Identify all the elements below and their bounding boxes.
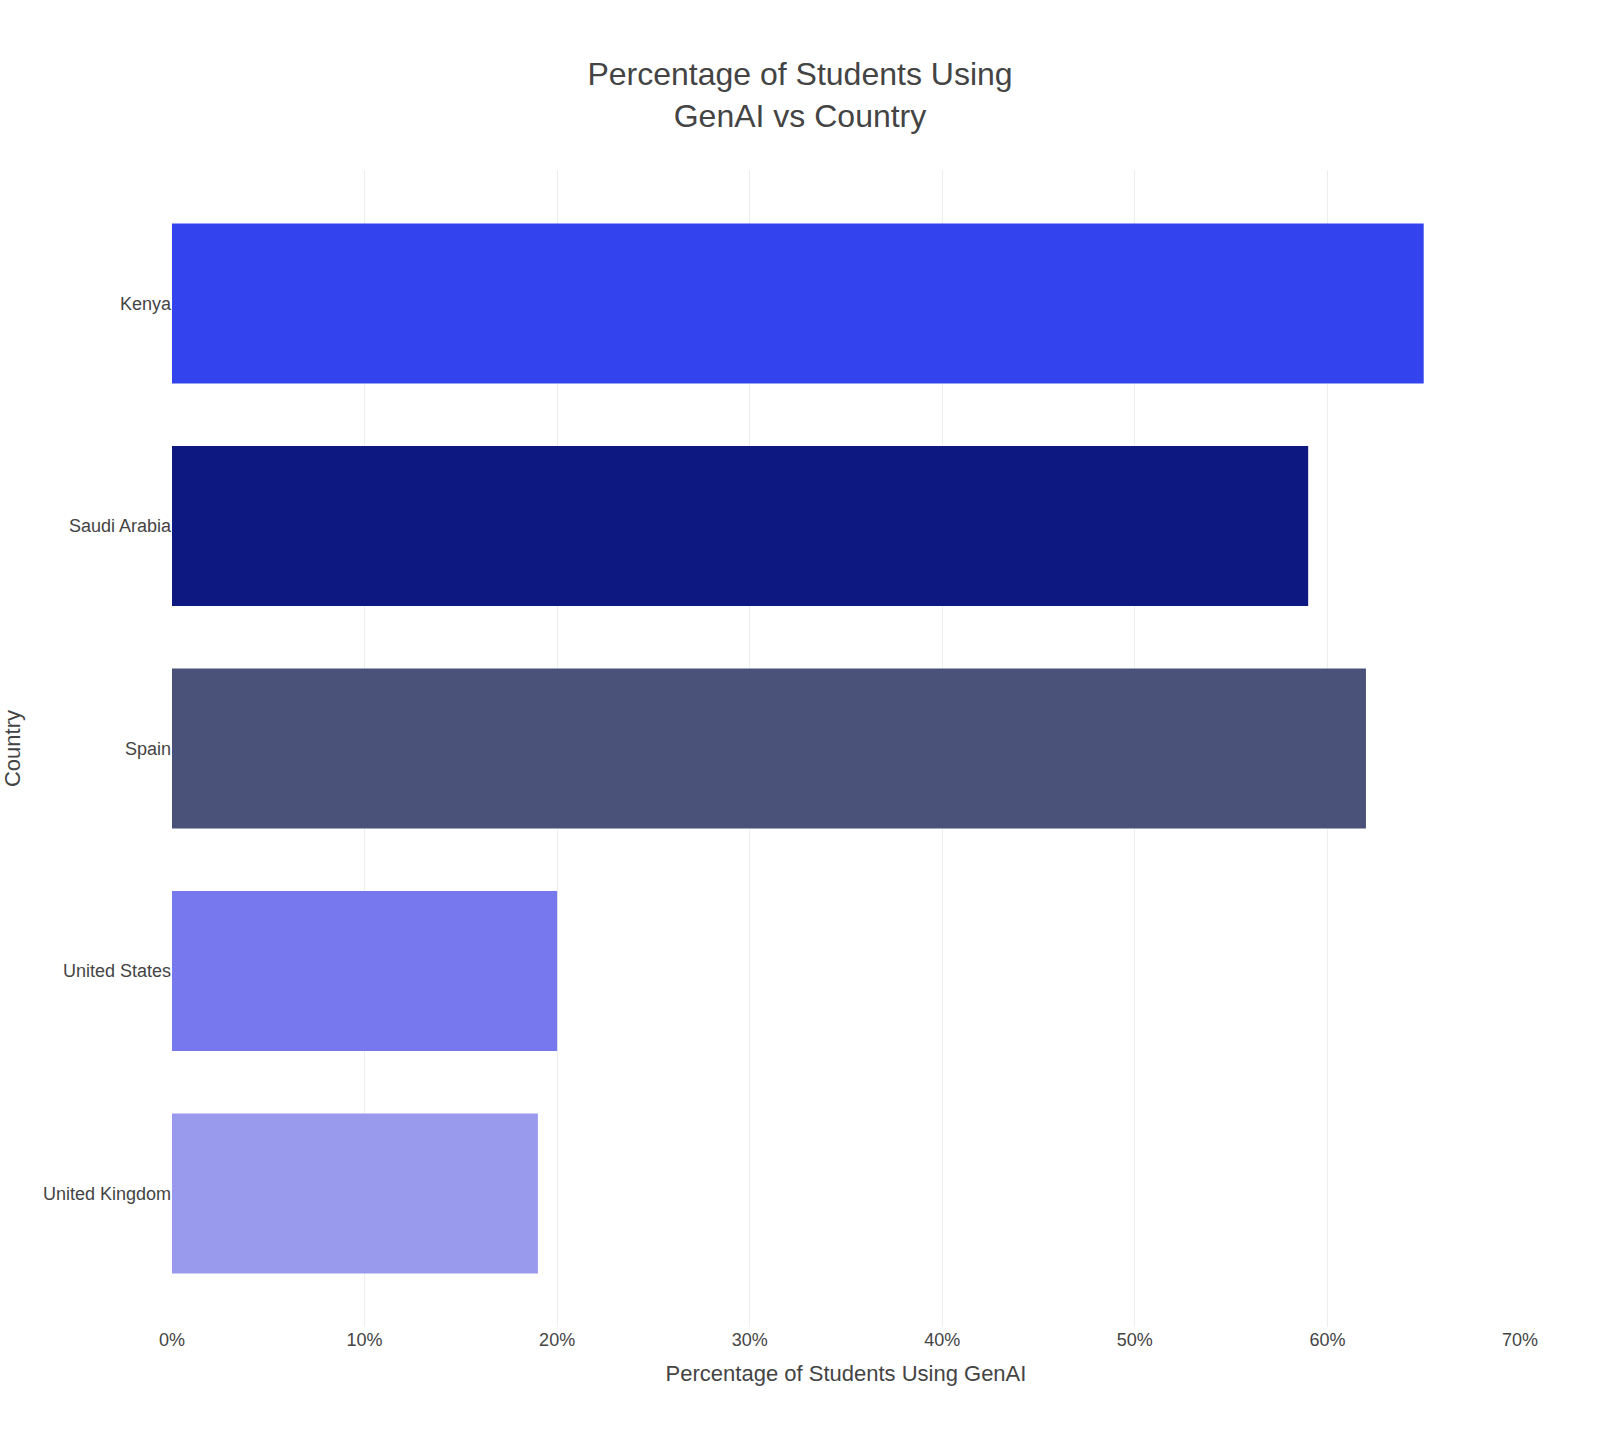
svg-text:Saudi Arabia: Saudi Arabia [69,516,172,536]
svg-text:50%: 50% [1117,1330,1153,1350]
svg-text:60%: 60% [1309,1330,1345,1350]
svg-text:40%: 40% [924,1330,960,1350]
svg-text:30%: 30% [732,1330,768,1350]
svg-text:Percentage of Students Using G: Percentage of Students Using GenAI [666,1361,1027,1386]
svg-text:Country: Country [0,710,25,787]
svg-text:20%: 20% [539,1330,575,1350]
svg-text:United Kingdom: United Kingdom [43,1184,171,1204]
svg-text:Percentage of Students UsingGe: Percentage of Students UsingGenAI vs Cou… [587,56,1012,134]
svg-text:Spain: Spain [125,739,171,759]
svg-text:70%: 70% [1502,1330,1538,1350]
svg-text:10%: 10% [347,1330,383,1350]
svg-text:United States: United States [63,961,171,981]
svg-text:0%: 0% [159,1330,185,1350]
svg-text:Kenya: Kenya [120,294,172,314]
